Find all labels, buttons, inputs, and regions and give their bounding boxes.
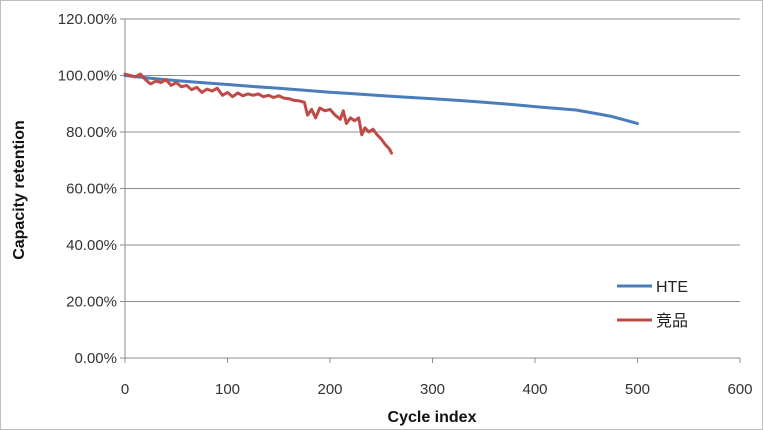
- y-tick-label: 0.00%: [74, 350, 117, 367]
- legend-label-1: HTE: [656, 279, 688, 296]
- series-line-2: [123, 72, 393, 155]
- x-tick-label: 200: [317, 381, 342, 398]
- x-tick-label: 0: [121, 381, 129, 398]
- y-tick-labels: 0.00% 20.00% 40.00% 60.00% 80.00% 100.00% 120.…: [58, 11, 117, 367]
- series-line-1: [123, 74, 639, 125]
- x-tick-label: 600: [727, 381, 752, 398]
- x-tick-label: 500: [625, 381, 650, 398]
- legend-label-2: 竞品: [656, 312, 688, 330]
- x-tick-labels: 0 100 200 300 400 500 600: [121, 381, 753, 398]
- y-tick-label: 80.00%: [66, 124, 117, 141]
- y-axis-title: Capacity retention: [11, 120, 28, 260]
- series-lines: [123, 72, 639, 155]
- y-tick-label: 20.00%: [66, 294, 117, 311]
- x-tick-label: 100: [215, 381, 240, 398]
- gridlines: [125, 18, 740, 302]
- legend: HTE 竞品: [617, 279, 688, 330]
- y-tick-label: 120.00%: [58, 11, 117, 28]
- x-axis-title: Cycle index: [388, 409, 477, 426]
- y-tick-label: 40.00%: [66, 237, 117, 254]
- x-tick-label: 400: [522, 381, 547, 398]
- y-tick-label: 60.00%: [66, 181, 117, 198]
- y-tick-label: 100.00%: [58, 68, 117, 85]
- x-tick-label: 300: [420, 381, 445, 398]
